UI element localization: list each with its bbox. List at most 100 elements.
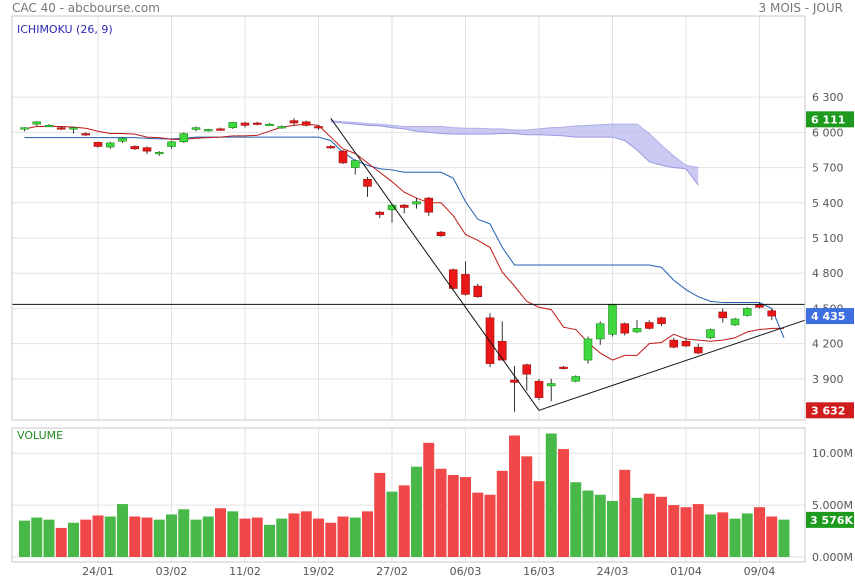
- ichimoku-lines: [24, 123, 785, 361]
- candle-body: [154, 152, 164, 155]
- volume-bar: [362, 511, 373, 557]
- candle-body: [240, 122, 250, 126]
- volume-bar: [411, 466, 422, 557]
- volume-bar: [43, 519, 55, 557]
- date-tick-label: 11/02: [229, 565, 261, 578]
- volume-bar: [300, 511, 312, 557]
- candle-body: [657, 317, 666, 324]
- volume-bar: [31, 517, 43, 557]
- candle-body: [142, 147, 152, 152]
- period-label: 3 MOIS - JOUR: [758, 1, 843, 15]
- candle-body: [130, 146, 140, 150]
- volume-bar: [705, 514, 716, 557]
- volume-bar: [19, 520, 30, 557]
- volume-bar: [313, 518, 324, 557]
- volume-bar: [202, 516, 214, 557]
- price-badge-label: 6 111: [811, 113, 845, 126]
- volume-bar: [631, 497, 643, 557]
- volume-bar: [729, 518, 741, 557]
- candle-body: [179, 133, 189, 143]
- candle-body: [632, 328, 642, 333]
- volume-bar: [80, 519, 92, 557]
- price-tick-label: 5 100: [812, 232, 844, 245]
- candle-body: [742, 308, 752, 316]
- candle-body: [93, 142, 103, 147]
- volume-bar: [398, 485, 410, 557]
- volume-bar: [594, 494, 606, 557]
- volume-bar: [692, 504, 704, 557]
- volume-bar: [460, 477, 471, 557]
- candle-body: [228, 122, 238, 128]
- price-panel-frame: [11, 15, 806, 421]
- volume-bar: [472, 492, 484, 557]
- volume-bar: [227, 511, 239, 557]
- candle-body: [399, 204, 409, 208]
- date-tick-label: 03/02: [156, 565, 188, 578]
- senkou-span-a: [330, 120, 699, 169]
- ichimoku-cloud: [330, 120, 699, 186]
- volume-bar: [619, 469, 631, 557]
- volume-bar: [533, 481, 545, 557]
- volume-bar: [92, 515, 104, 557]
- price-tick-label: 5 400: [812, 197, 844, 210]
- volume-bar: [447, 474, 459, 557]
- volume-bar: [104, 516, 116, 557]
- candles: [20, 118, 777, 412]
- volume-bar: [643, 493, 655, 557]
- volume-bar: [325, 522, 337, 557]
- candle-body: [69, 127, 78, 130]
- volume-bar: [215, 508, 226, 557]
- candle-body: [767, 310, 777, 317]
- candle-body: [461, 274, 470, 295]
- candle-body: [595, 323, 605, 340]
- volume-panel-frame: [11, 427, 806, 563]
- price-tick-label: 4 200: [812, 338, 844, 351]
- candle-body: [620, 323, 630, 334]
- volume-bar: [276, 518, 288, 557]
- price-badge-label: 3 632: [811, 404, 845, 417]
- volume-bar: [239, 518, 251, 557]
- candle-body: [265, 123, 274, 126]
- up-trendline: [538, 319, 806, 411]
- candle-body: [412, 201, 421, 205]
- volume-bar: [288, 513, 300, 557]
- price-grid: [12, 16, 805, 420]
- candle-body: [350, 160, 360, 168]
- senkou-span-b: [330, 121, 699, 186]
- volume-bar: [558, 449, 569, 557]
- date-tick-label: 16/03: [523, 565, 555, 578]
- volume-tick-label: 10.00M: [812, 447, 853, 460]
- volume-bar: [778, 519, 790, 557]
- price-badge-label: 4 435: [811, 310, 845, 323]
- candle-body: [436, 231, 446, 236]
- volume-bar: [680, 507, 692, 557]
- candle-body: [118, 137, 127, 142]
- date-tick-label: 06/03: [450, 565, 482, 578]
- volume-bar: [496, 470, 508, 557]
- trendlines: [12, 118, 806, 411]
- chart-source-label: CAC 40 - abcbourse.com: [12, 1, 160, 15]
- candle-body: [32, 121, 42, 125]
- candle-body: [191, 127, 201, 130]
- volume-bar: [607, 500, 618, 557]
- volume-bar: [582, 490, 594, 557]
- price-tick-label: 6 300: [812, 91, 844, 104]
- volume-panel-title: VOLUME: [17, 429, 63, 442]
- date-tick-label: 01/04: [670, 565, 702, 578]
- volume-bar: [521, 456, 533, 557]
- candle-body: [522, 364, 532, 375]
- candle-body: [473, 285, 483, 297]
- volume-bar: [190, 519, 202, 557]
- candle-body: [289, 120, 299, 124]
- volume-bar: [423, 442, 435, 557]
- candle-body: [44, 125, 54, 128]
- axes: [11, 15, 806, 563]
- volume-tick-label: 0.000M: [812, 551, 853, 564]
- date-tick-label: 27/02: [376, 565, 408, 578]
- candle-body: [718, 311, 728, 319]
- volume-bar: [55, 527, 67, 557]
- candle-body: [314, 126, 323, 129]
- price-tick-label: 6 000: [812, 126, 844, 139]
- price-badge: [806, 308, 854, 325]
